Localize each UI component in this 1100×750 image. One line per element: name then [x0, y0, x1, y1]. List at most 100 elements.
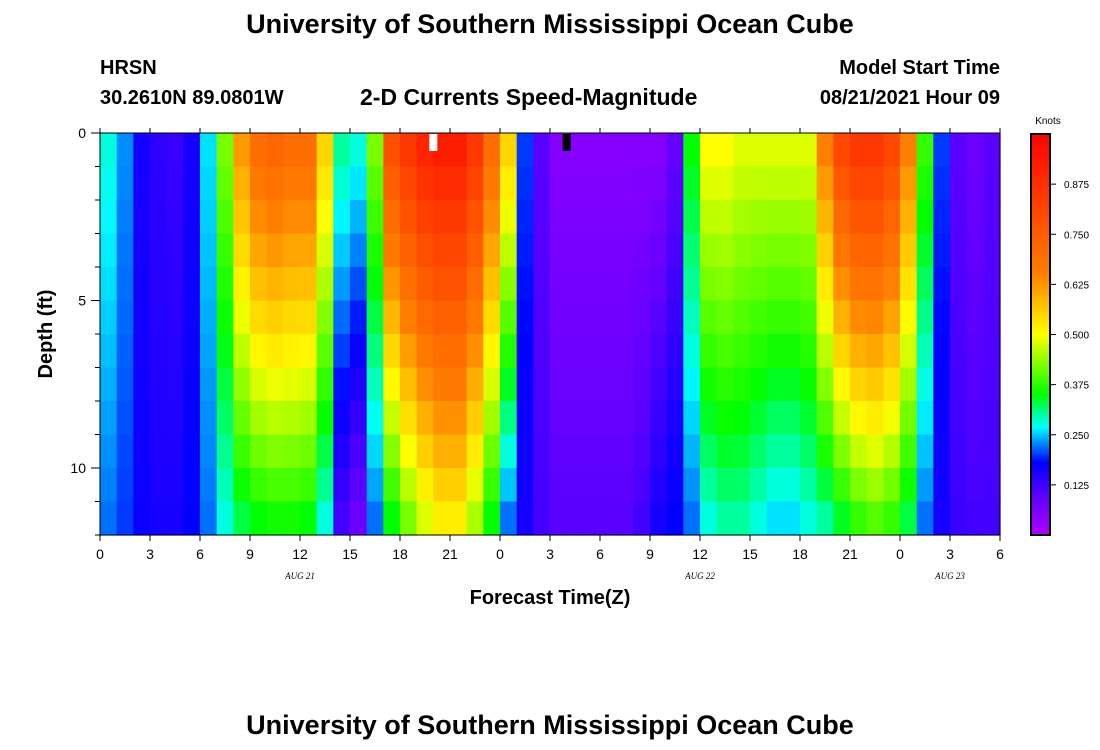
heatmap-cell	[500, 267, 518, 302]
heatmap-cell	[466, 367, 484, 402]
heatmap-cell	[466, 200, 484, 235]
heatmap-cell	[566, 133, 584, 168]
heatmap-cell	[133, 501, 151, 536]
heatmap-cell	[983, 468, 1001, 503]
heatmap-cell	[183, 468, 201, 503]
heatmap-cell	[666, 367, 684, 402]
heatmap-cell	[666, 501, 684, 536]
heatmap-cell	[983, 166, 1001, 201]
heatmap-cell	[350, 233, 368, 268]
time-marker	[562, 134, 571, 151]
heatmap-cell	[350, 133, 368, 168]
heatmap-cell	[316, 233, 334, 268]
heatmap-cell	[283, 468, 301, 503]
heatmap-cell	[550, 401, 568, 436]
heatmap-cell	[683, 367, 701, 402]
heatmap-cell	[383, 401, 401, 436]
heatmap-cell	[733, 166, 751, 201]
heatmap-cell	[716, 300, 734, 335]
heatmap-cell	[266, 401, 284, 436]
heatmap-cell	[950, 300, 968, 335]
heatmap-cell	[650, 267, 668, 302]
heatmap-cell	[566, 434, 584, 469]
heatmap-cell	[850, 468, 868, 503]
heatmap-cell	[500, 300, 518, 335]
heatmap-cell	[550, 267, 568, 302]
heatmap-cell	[866, 166, 884, 201]
heatmap-cell	[783, 501, 801, 536]
heatmap-cell	[933, 434, 951, 469]
heatmap-cell	[433, 133, 451, 168]
heatmap-cell	[416, 367, 434, 402]
heatmap-cell	[633, 434, 651, 469]
heatmap-cell	[816, 233, 834, 268]
heatmap-cell	[483, 468, 501, 503]
heatmap-cell	[400, 367, 418, 402]
heatmap-cell	[716, 401, 734, 436]
heatmap-cell	[400, 133, 418, 168]
x-tick-label: 15	[742, 546, 758, 562]
heatmap-cell	[616, 334, 634, 369]
heatmap-cell	[600, 401, 618, 436]
heatmap-cell	[500, 133, 518, 168]
heatmap-cell	[633, 334, 651, 369]
heatmap-cell	[100, 200, 118, 235]
heatmap-cell	[900, 300, 918, 335]
heatmap-cell	[650, 501, 668, 536]
heatmap-cell	[883, 434, 901, 469]
heatmap-cell	[800, 367, 818, 402]
colorbar	[1030, 133, 1051, 536]
heatmap-cell	[833, 133, 851, 168]
heatmap-cell	[333, 300, 351, 335]
heatmap-cell	[216, 468, 234, 503]
heatmap-cell	[133, 334, 151, 369]
heatmap-cell	[933, 367, 951, 402]
heatmap-cell	[716, 200, 734, 235]
heatmap-cell	[700, 267, 718, 302]
heatmap-cell	[133, 200, 151, 235]
heatmap-cell	[916, 401, 934, 436]
heatmap-cell	[266, 133, 284, 168]
heatmap-cell	[966, 401, 984, 436]
heatmap-cell	[200, 267, 218, 302]
heatmap-cell	[300, 334, 318, 369]
heatmap-cell	[800, 300, 818, 335]
heatmap-cell	[683, 334, 701, 369]
heatmap-cell	[316, 133, 334, 168]
heatmap-cell	[666, 267, 684, 302]
heatmap-cell	[766, 233, 784, 268]
heatmap-cell	[800, 334, 818, 369]
heatmap-cell	[416, 200, 434, 235]
heatmap-cell	[483, 300, 501, 335]
heatmap-cell	[366, 334, 384, 369]
heatmap-cell	[116, 133, 134, 168]
heatmap-cell	[683, 401, 701, 436]
heatmap-cell	[700, 468, 718, 503]
heatmap-cell	[450, 334, 468, 369]
heatmap-cell	[983, 267, 1001, 302]
time-marker	[429, 134, 438, 151]
heatmap-cell	[700, 133, 718, 168]
heatmap-cell	[800, 434, 818, 469]
station-location: 30.2610N 89.0801W	[100, 87, 284, 109]
heatmap-cell	[816, 133, 834, 168]
heatmap-cell	[283, 233, 301, 268]
heatmap-cell	[933, 200, 951, 235]
heatmap-cell	[716, 233, 734, 268]
heatmap-cell	[516, 166, 534, 201]
heatmap-cell	[150, 367, 168, 402]
heatmap-cell	[383, 166, 401, 201]
heatmap-cell	[383, 468, 401, 503]
x-tick-label: 0	[496, 546, 504, 562]
heatmap-cell	[900, 501, 918, 536]
heatmap-cell	[350, 434, 368, 469]
heatmap-cell	[250, 133, 268, 168]
heatmap-cell	[100, 468, 118, 503]
heatmap-cell	[883, 300, 901, 335]
colorbar-units: Knots	[1035, 116, 1061, 127]
y-tick-label: 5	[78, 293, 86, 309]
heatmap-cell	[116, 267, 134, 302]
heatmap-cell	[566, 200, 584, 235]
heatmap-cell	[800, 233, 818, 268]
heatmap-cell	[533, 401, 551, 436]
